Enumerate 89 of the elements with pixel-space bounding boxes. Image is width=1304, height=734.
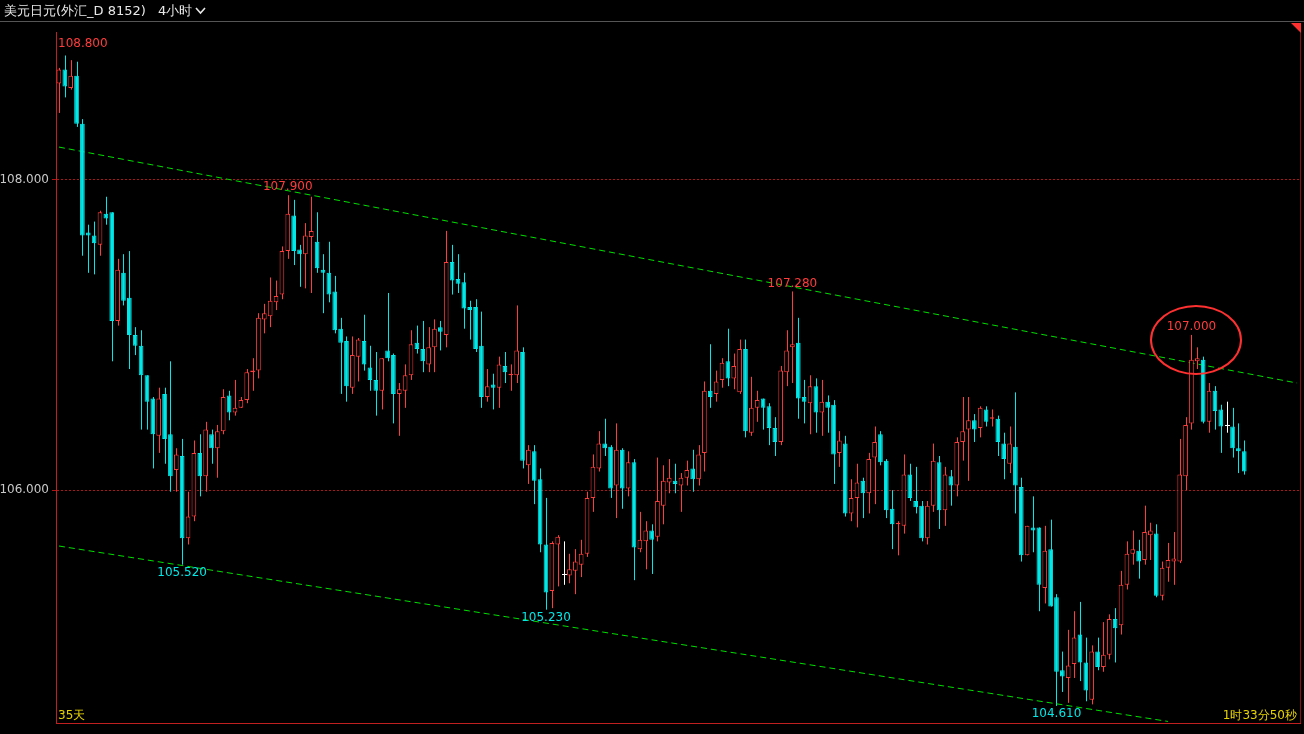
candlestick [308, 196, 314, 294]
candlestick [467, 300, 473, 341]
candlestick [1218, 404, 1224, 454]
candlestick [373, 351, 379, 417]
candlestick [62, 54, 68, 98]
candlestick [514, 304, 519, 384]
candlestick [85, 224, 91, 274]
annotation: 107.900 [262, 179, 313, 194]
candlestick [1095, 637, 1100, 671]
annotation: 35天 [58, 708, 86, 723]
candlestick [971, 413, 977, 443]
candlestick [267, 276, 273, 328]
candlestick [1230, 407, 1235, 459]
candlestick [731, 353, 737, 390]
candlestick [872, 426, 877, 505]
candlestick [1130, 530, 1136, 566]
candlestick [526, 444, 531, 485]
y-tick-label: 108.000 [0, 171, 49, 186]
candlestick [825, 394, 830, 434]
candlestick [432, 318, 437, 373]
annotation: 104.610 [1031, 706, 1082, 721]
candlestick [749, 376, 754, 437]
candlestick [596, 430, 602, 473]
candlestick [261, 303, 267, 334]
y-tick-label: 106.000 [0, 482, 49, 497]
candlestick [355, 337, 361, 382]
candlestick [426, 326, 431, 373]
candlestick [772, 416, 778, 457]
candlestick [173, 447, 179, 493]
candlestick [690, 449, 696, 493]
candlestick [1101, 621, 1106, 673]
candlestick [385, 292, 390, 362]
candlestick [1241, 439, 1247, 476]
candlestick [338, 317, 343, 395]
candlestick [960, 396, 965, 462]
annotation: 107.000 [1166, 319, 1217, 334]
candlestick [1112, 607, 1118, 663]
candlestick [784, 329, 789, 387]
candlestick [490, 373, 496, 410]
candlestick [132, 326, 138, 356]
candlestick [913, 466, 918, 514]
annotation: 108.800 [58, 36, 108, 51]
candlestick [303, 222, 308, 289]
candlestick [68, 59, 74, 91]
candlestick [790, 290, 795, 384]
candlestick [977, 405, 983, 438]
candlestick [1007, 426, 1012, 474]
candlestick [889, 489, 895, 550]
candlestick [420, 320, 426, 373]
candlestick [1060, 651, 1065, 693]
chart-subtitle: 4小时 [157, 2, 193, 20]
candlestick [860, 477, 866, 519]
candlestick [396, 382, 402, 437]
candlestick [660, 464, 666, 525]
candlestick [1171, 531, 1177, 586]
candlestick [215, 424, 220, 479]
candlestick [197, 433, 203, 497]
candlestick [561, 540, 568, 586]
chart-title: 美元日元(外汇_D 8152) [4, 2, 146, 20]
candlestick [1236, 422, 1241, 474]
annotation: 1时33分50秒 [1222, 708, 1297, 723]
annotation: 105.230 [521, 609, 571, 624]
candlestick [572, 548, 578, 595]
candlestick [801, 379, 807, 424]
candlestick [578, 539, 584, 578]
candlestick [966, 396, 971, 482]
annotation: 105.520 [157, 564, 207, 579]
candlestick [707, 343, 713, 409]
candlestick [555, 534, 561, 587]
candlestick [1001, 432, 1007, 480]
candlestick [1224, 401, 1231, 434]
candlestick [684, 460, 690, 486]
candlestick [1030, 495, 1036, 553]
candlestick [209, 429, 214, 465]
candlestick [995, 415, 1001, 457]
candlestick [1194, 346, 1200, 370]
candlestick [567, 553, 572, 584]
candlestick [438, 320, 443, 351]
candlestick [643, 520, 649, 570]
candlestick [819, 379, 825, 437]
candlestick [484, 368, 490, 403]
candlestick [1065, 629, 1071, 704]
candlestick [907, 463, 913, 502]
candlestick [837, 430, 842, 468]
candlestick [1136, 539, 1141, 580]
annotation: 107.280 [767, 275, 818, 290]
candlestick [754, 390, 760, 423]
candlestick [649, 523, 654, 575]
candlestick [696, 444, 701, 486]
